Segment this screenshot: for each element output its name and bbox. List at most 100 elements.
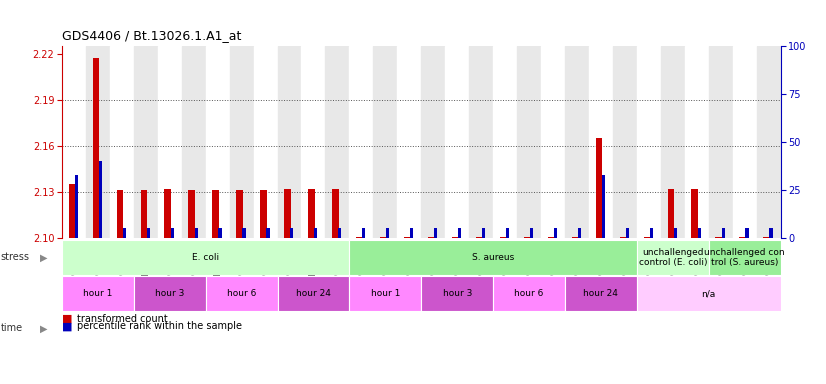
Bar: [757, 46, 781, 238]
Text: time: time: [1, 323, 23, 333]
Bar: [667, 189, 674, 238]
Bar: [308, 189, 315, 238]
Bar: [356, 237, 363, 238]
Bar: [685, 46, 709, 238]
Bar: [69, 184, 75, 238]
Bar: [62, 276, 134, 311]
Bar: [315, 228, 317, 238]
Bar: [301, 46, 325, 238]
Bar: [380, 237, 387, 238]
Text: hour 1: hour 1: [83, 289, 112, 298]
Bar: [411, 228, 413, 238]
Bar: [733, 46, 757, 238]
Bar: [637, 276, 781, 311]
Bar: [75, 175, 78, 238]
Bar: [387, 228, 389, 238]
Bar: [746, 228, 748, 238]
Text: ▶: ▶: [40, 252, 47, 262]
Bar: [452, 237, 458, 238]
Bar: [709, 46, 733, 238]
Bar: [147, 228, 150, 238]
Bar: [212, 190, 219, 238]
Bar: [206, 46, 230, 238]
Bar: [404, 237, 411, 238]
Text: unchallenged con
trol (S. aureus): unchallenged con trol (S. aureus): [705, 248, 785, 267]
Bar: [493, 46, 517, 238]
Bar: [493, 276, 565, 311]
Bar: [93, 58, 99, 238]
Bar: [637, 46, 661, 238]
Text: E. coli: E. coli: [192, 253, 219, 262]
Bar: [325, 46, 349, 238]
Bar: [243, 228, 245, 238]
Bar: [339, 228, 341, 238]
Bar: [715, 237, 722, 238]
Text: hour 1: hour 1: [371, 289, 400, 298]
Bar: [524, 237, 530, 238]
Text: hour 24: hour 24: [296, 289, 331, 298]
Bar: [123, 228, 126, 238]
Bar: [230, 46, 254, 238]
Bar: [530, 228, 533, 238]
Bar: [596, 138, 602, 238]
Bar: [236, 190, 243, 238]
Bar: [434, 228, 437, 238]
Bar: [517, 46, 541, 238]
Bar: [620, 237, 626, 238]
Bar: [260, 190, 267, 238]
Text: unchallenged
control (E. coli): unchallenged control (E. coli): [638, 248, 707, 267]
Bar: [428, 237, 434, 238]
Bar: [62, 240, 349, 275]
Bar: [565, 276, 637, 311]
Text: ■: ■: [62, 314, 73, 324]
Text: n/a: n/a: [701, 289, 716, 298]
Bar: [62, 46, 86, 238]
Bar: [476, 237, 482, 238]
Bar: [86, 46, 110, 238]
Bar: [469, 46, 493, 238]
Bar: [626, 228, 629, 238]
Bar: [188, 190, 195, 238]
Text: hour 3: hour 3: [443, 289, 472, 298]
Bar: [541, 46, 565, 238]
Text: ■: ■: [62, 321, 73, 331]
Bar: [158, 46, 182, 238]
Bar: [349, 240, 637, 275]
Bar: [349, 276, 421, 311]
Bar: [722, 228, 724, 238]
Bar: [500, 237, 506, 238]
Bar: [278, 276, 349, 311]
Bar: [445, 46, 469, 238]
Bar: [116, 190, 123, 238]
Bar: [739, 237, 746, 238]
Text: hour 6: hour 6: [515, 289, 544, 298]
Bar: [206, 276, 278, 311]
Bar: [482, 228, 485, 238]
Bar: [140, 190, 147, 238]
Bar: [763, 237, 770, 238]
Bar: [171, 228, 173, 238]
Bar: [182, 46, 206, 238]
Bar: [650, 228, 653, 238]
Bar: [578, 228, 581, 238]
Bar: [548, 237, 554, 238]
Bar: [458, 228, 461, 238]
Bar: [110, 46, 134, 238]
Text: GDS4406 / Bt.13026.1.A1_at: GDS4406 / Bt.13026.1.A1_at: [62, 29, 241, 42]
Bar: [572, 237, 578, 238]
Bar: [134, 276, 206, 311]
Bar: [661, 46, 685, 238]
Bar: [363, 228, 365, 238]
Bar: [373, 46, 397, 238]
Bar: [134, 46, 158, 238]
Bar: [332, 189, 339, 238]
Text: S. aureus: S. aureus: [472, 253, 515, 262]
Bar: [349, 46, 373, 238]
Bar: [637, 240, 709, 275]
Bar: [674, 228, 676, 238]
Bar: [421, 46, 445, 238]
Bar: [613, 46, 637, 238]
Bar: [554, 228, 557, 238]
Bar: [291, 228, 293, 238]
Bar: [99, 161, 102, 238]
